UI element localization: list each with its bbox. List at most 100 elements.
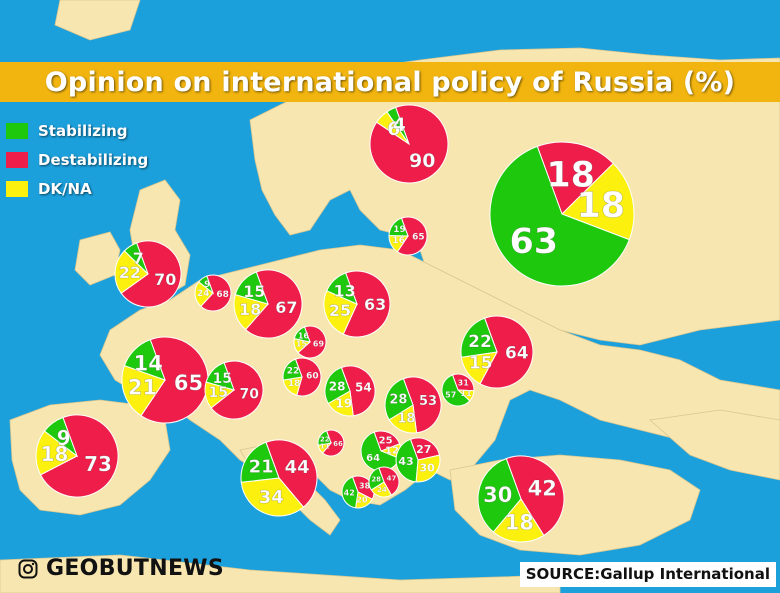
legend-swatch-stabilizing <box>6 122 28 139</box>
pie-bulgaria: 27 30 43 <box>395 437 441 483</box>
pie-label-switzerland-destabilizing: 70 <box>240 386 260 402</box>
pie-label-france-stabilizing: 14 <box>134 351 163 375</box>
pie-uk: 70 227 <box>114 240 182 308</box>
pie-slice-bulgaria-destabilizing <box>409 437 441 461</box>
legend-label-dk-na: DK/NA <box>38 179 92 198</box>
source-credit: SOURCE:Gallup International <box>519 562 776 587</box>
pie-slice-poland-dk-na <box>323 290 358 335</box>
pie-slice-poland-destabilizing <box>342 270 391 338</box>
pie-label-switzerland-stabilizing: 15 <box>213 371 232 387</box>
pie-slice-france-dk-na <box>121 364 166 417</box>
pie-slice-ukraine-destabilizing <box>479 315 534 389</box>
pie-slice-czechia-destabilizing <box>297 325 327 359</box>
brand: GEOBUTNEWS <box>18 556 224 581</box>
pie-slice-ukraine-stabilizing <box>460 317 498 358</box>
pie-label-montenegro-stabilizing: 42 <box>344 488 355 497</box>
page-title: Opinion on international policy of Russi… <box>44 66 736 98</box>
pie-slice-bulgaria-stabilizing <box>395 438 419 483</box>
pie-slice-north-macedonia-stabilizing <box>368 467 385 491</box>
pie-label-poland-dk-na: 25 <box>329 301 351 320</box>
pie-slice-spain-destabilizing <box>39 414 119 498</box>
land-ireland <box>74 231 121 286</box>
pie-slice-russia-stabilizing <box>489 145 630 287</box>
pie-label-uk-destabilizing: 70 <box>154 270 176 289</box>
legend-item-stabilizing: Stabilizing <box>6 116 148 145</box>
pie-slice-turkey-stabilizing <box>477 457 522 533</box>
pie-austria: 60 18 22 <box>282 357 322 397</box>
pie-label-north-macedonia-dk-na: 24 <box>377 486 387 494</box>
pie-label-turkey-dk-na: 18 <box>505 511 534 535</box>
pie-label-hungary-destabilizing: 54 <box>355 381 372 395</box>
brand-name: GEOBUTNEWS <box>46 556 224 581</box>
pie-label-czechia-dk-na: 15 <box>296 340 308 349</box>
pie-label-russia-dk-na: 18 <box>576 186 625 226</box>
legend-item-destabilizing: Destabilizing <box>6 145 148 174</box>
pie-slice-slovenia-destabilizing <box>321 429 345 457</box>
pie-slice-turkey-destabilizing <box>505 455 565 537</box>
pie-label-austria-stabilizing: 22 <box>287 367 300 377</box>
pie-label-germany-stabilizing: 15 <box>243 282 265 301</box>
pie-slice-netherlands-destabilizing <box>200 274 232 312</box>
pie-label-netherlands-dk-na: 24 <box>197 289 210 299</box>
pie-slice-montenegro-stabilizing <box>341 476 359 509</box>
pie-label-spain-destabilizing: 73 <box>84 452 112 476</box>
pie-label-ukraine-destabilizing: 64 <box>505 343 529 363</box>
pie-label-ukraine-stabilizing: 22 <box>468 332 492 352</box>
pie-label-moldova-dk-na: 11 <box>461 389 473 398</box>
pie-label-hungary-stabilizing: 28 <box>329 379 346 393</box>
land-africa <box>0 554 561 593</box>
pie-label-russia-destabilizing: 18 <box>546 155 595 195</box>
pie-label-netherlands-destabilizing: 68 <box>216 290 229 300</box>
instagram-icon <box>18 559 38 578</box>
pie-label-serbia-stabilizing: 64 <box>366 453 380 464</box>
pie-turkey: 42 18 30 <box>477 455 565 543</box>
pie-label-bulgaria-destabilizing: 27 <box>416 443 431 456</box>
pie-label-montenegro-destabilizing: 38 <box>359 482 371 491</box>
pie-slice-uk-destabilizing <box>120 240 182 308</box>
pie-label-italy-stabilizing: 21 <box>249 457 274 478</box>
pie-slice-czechia-stabilizing <box>293 326 311 343</box>
pie-label-poland-stabilizing: 13 <box>333 281 355 300</box>
legend-swatch-dk-na <box>6 180 28 197</box>
pie-slice-latvia-stabilizing <box>388 217 409 237</box>
pie-label-moldova-destabilizing: 31 <box>458 378 470 387</box>
pie-slice-turkey-dk-na <box>492 498 545 543</box>
pie-label-slovenia-stabilizing: 22 <box>320 435 330 443</box>
pie-slice-austria-destabilizing <box>294 357 322 397</box>
pie-label-italy-destabilizing: 44 <box>285 457 310 478</box>
pie-slice-spain-stabilizing <box>43 416 79 458</box>
pie-label-bulgaria-stabilizing: 43 <box>398 455 413 468</box>
pie-romania: 53 18 28 <box>384 376 442 434</box>
pie-slice-germany-destabilizing <box>244 269 303 339</box>
pie-label-france-destabilizing: 65 <box>174 371 203 395</box>
pie-slice-moldova-destabilizing <box>451 373 475 392</box>
pie-label-slovenia-destabilizing: 66 <box>333 440 343 448</box>
legend-label-stabilizing: Stabilizing <box>38 121 128 140</box>
pie-label-north-macedonia-destabilizing: 47 <box>387 475 397 483</box>
pie-slice-uk-stabilizing <box>123 242 149 275</box>
pie-slice-switzerland-destabilizing <box>210 360 264 420</box>
pie-slice-spain-dk-na <box>35 430 78 476</box>
land-caucasus <box>649 409 780 481</box>
pie-slice-slovenia-stabilizing <box>317 430 332 446</box>
pie-label-czechia-stabilizing: 16 <box>298 332 310 341</box>
pie-slice-moldova-stabilizing <box>441 374 471 407</box>
pie-label-serbia-dk-na: 12 <box>385 446 399 457</box>
pie-slice-russia-destabilizing <box>536 141 614 215</box>
pie-finland: 90 64 <box>369 104 449 184</box>
pie-layer: 9064181863651619702276824967181563251369… <box>35 104 635 543</box>
pie-label-north-macedonia-stabilizing: 28 <box>371 475 381 483</box>
pie-slice-finland-stabilizing <box>386 106 410 145</box>
title-bar: Opinion on international policy of Russi… <box>0 62 780 102</box>
pie-label-germany-destabilizing: 67 <box>275 298 297 317</box>
